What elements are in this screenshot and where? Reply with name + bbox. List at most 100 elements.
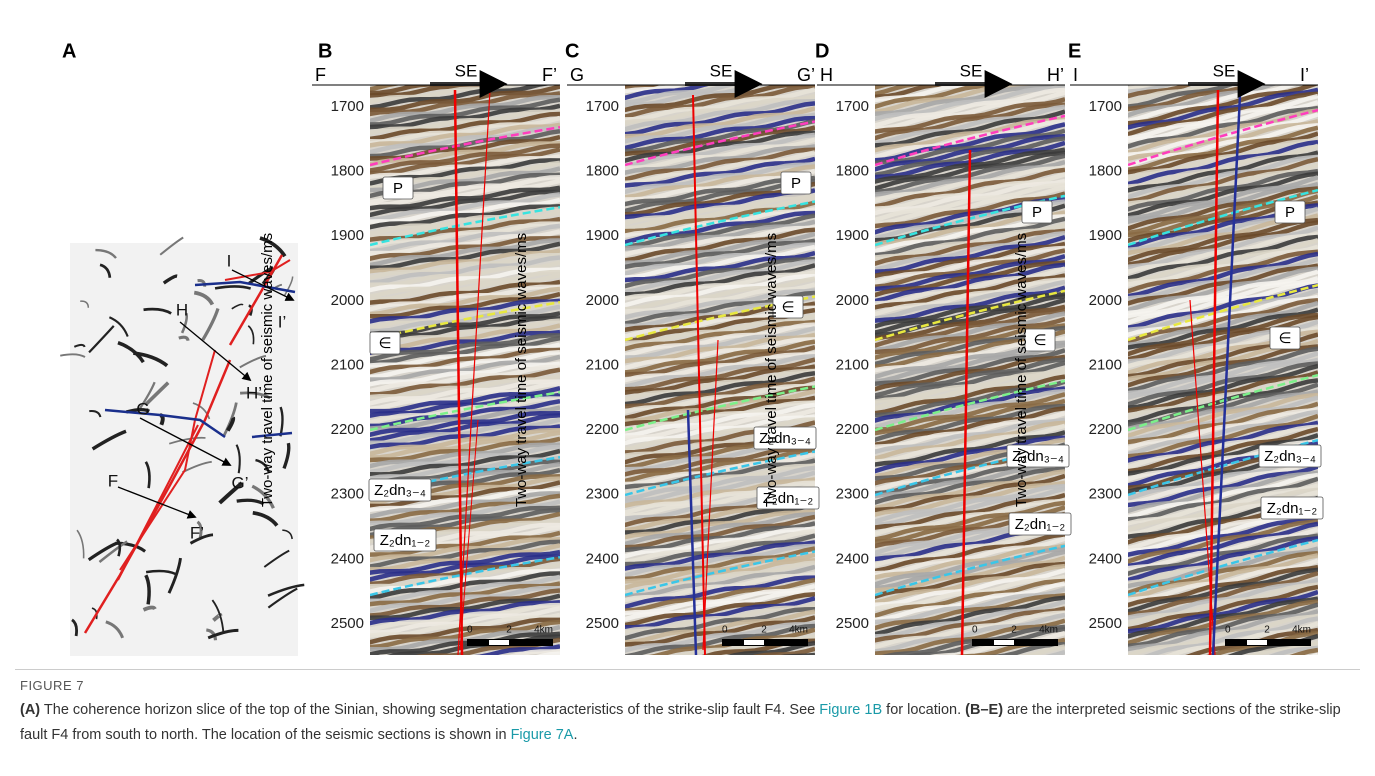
reflector: [370, 304, 560, 334]
reflector: [875, 216, 1065, 258]
reflector: [875, 115, 1065, 153]
reflector: [625, 552, 815, 584]
coherence-feature: [282, 529, 293, 540]
coherence-feature: [88, 325, 115, 354]
map-label: H’: [246, 383, 262, 402]
coherence-feature: [196, 520, 203, 538]
reflector: [625, 526, 815, 559]
reflector: [1128, 464, 1318, 508]
horizon-label-box: [1021, 200, 1053, 224]
y-axis-label: Two-way travel time of seismic waves/ms: [259, 233, 276, 507]
section-line: [117, 486, 197, 519]
reflector: [875, 178, 1065, 216]
reflector: [625, 132, 815, 168]
reflector: [625, 213, 815, 249]
y-tick-label: 2300: [331, 486, 364, 503]
reflector: [365, 658, 560, 668]
coherence-feature: [168, 436, 206, 445]
reflector: [875, 119, 1065, 160]
reflector: [875, 549, 1065, 591]
reflector: [905, 627, 1065, 655]
reflector: [875, 228, 1065, 266]
seismic-section: [620, 85, 815, 668]
reflector: [1128, 567, 1318, 614]
reflector: [625, 273, 815, 308]
scale-label: 2: [506, 625, 512, 636]
y-tick-label: 2500: [586, 615, 619, 632]
reflector: [625, 144, 815, 175]
section-line: [179, 321, 252, 382]
section-line: [231, 269, 295, 301]
reflector: [625, 589, 815, 622]
reflector: [625, 368, 815, 402]
reflector: [1128, 186, 1318, 231]
reflector: [370, 203, 560, 230]
reflector: [875, 260, 1065, 298]
horizon-label-box: [1008, 512, 1072, 536]
y-tick-label: 2200: [836, 421, 869, 438]
reflector: [1128, 162, 1318, 206]
reflector: [1128, 175, 1318, 221]
horizon: [625, 385, 815, 432]
reflector: [370, 241, 560, 271]
y-tick-label: 1900: [836, 227, 869, 244]
reflector: [1128, 470, 1318, 514]
reflector: [875, 587, 1065, 625]
y-tick-label: 1800: [586, 163, 619, 180]
coherence-feature: [282, 442, 291, 470]
reflector: [875, 342, 1065, 384]
reflector: [875, 90, 1065, 131]
reflector: [1128, 346, 1318, 394]
coherence-feature: [222, 402, 238, 437]
horizon-label: P: [393, 180, 403, 197]
reflector: [370, 185, 560, 211]
reflector: [370, 147, 560, 176]
coherence-feature: [117, 341, 145, 364]
horizon-label-box: [1260, 496, 1324, 520]
reflector: [1128, 599, 1318, 646]
horizon: [625, 450, 815, 497]
reflector: [625, 540, 815, 571]
coherence-feature: [105, 620, 124, 639]
reflector: [625, 528, 815, 565]
reflector: [875, 581, 1065, 622]
map-label: H: [176, 300, 188, 319]
reflector: [625, 564, 815, 598]
coherence-feature: [71, 618, 79, 637]
coherence-feature: [211, 599, 225, 634]
reflector: [625, 282, 815, 314]
y-tick-label: 2100: [836, 356, 869, 373]
coherence-feature: [206, 628, 218, 641]
map-label: F: [108, 471, 118, 490]
reflector: [1128, 370, 1318, 413]
scale-label: 4km: [534, 625, 553, 636]
reflector: [625, 402, 815, 438]
caption-link[interactable]: Figure 7A: [510, 727, 574, 743]
map-label: G’: [232, 473, 249, 492]
section-start: H: [820, 65, 833, 85]
reflector: [1128, 378, 1318, 425]
reflector: [370, 154, 560, 180]
reflector: [625, 256, 815, 289]
caption-link[interactable]: Figure 1B: [819, 702, 883, 718]
reflector: [625, 357, 815, 392]
reflector: [370, 122, 560, 148]
reflector: [370, 619, 560, 650]
reflector: [875, 308, 1065, 348]
coherence-feature: [145, 569, 177, 576]
reflector: [875, 304, 1065, 342]
y-tick-label: 2100: [586, 356, 619, 373]
reflector: [1128, 420, 1318, 463]
reflector: [370, 91, 560, 117]
scale-label: 4km: [1039, 625, 1058, 636]
reflector: [620, 661, 815, 668]
horizon-label-box: [1024, 328, 1056, 352]
coherence-feature: [255, 458, 271, 474]
reflector: [625, 571, 815, 603]
reflector: [881, 624, 1065, 655]
coherence-feature: [218, 481, 244, 505]
reflector: [726, 640, 815, 655]
reflector: [875, 561, 1065, 599]
reflector: [625, 445, 815, 477]
